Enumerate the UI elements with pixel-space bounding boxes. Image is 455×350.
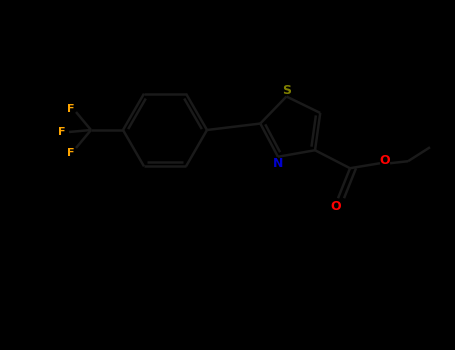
Text: O: O	[331, 200, 341, 213]
Text: F: F	[58, 127, 66, 137]
Text: F: F	[67, 104, 75, 114]
Text: F: F	[67, 148, 75, 158]
Text: O: O	[380, 154, 390, 167]
Text: S: S	[282, 84, 291, 97]
Text: N: N	[273, 157, 283, 170]
